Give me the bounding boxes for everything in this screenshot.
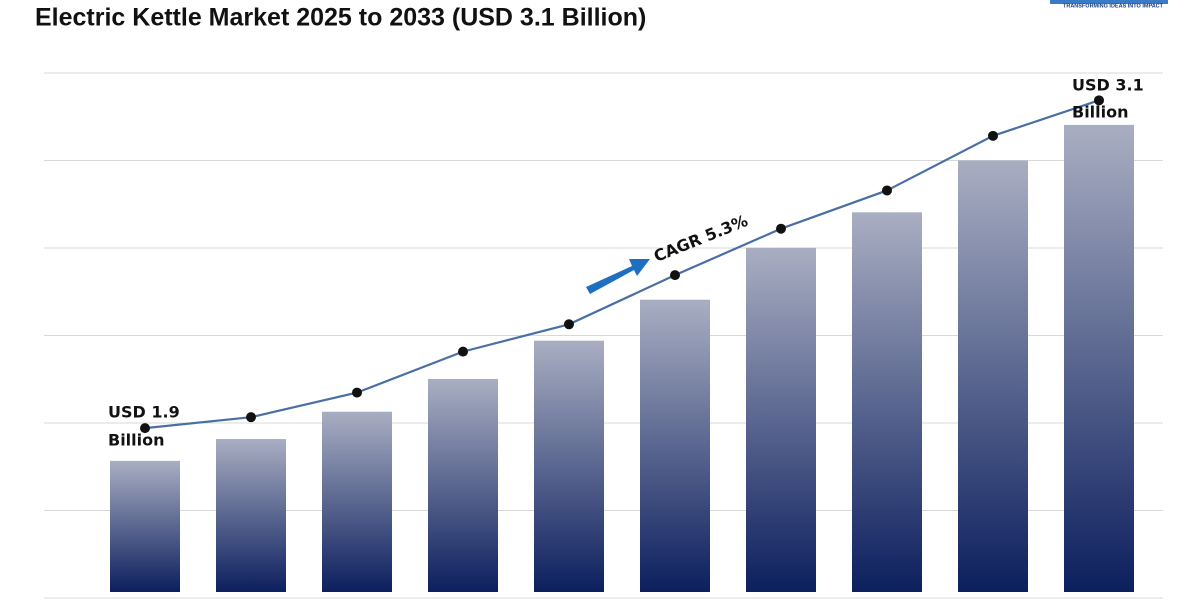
bar [110,460,180,592]
start-label: USD 1.9 [108,403,180,422]
trend-point [1094,95,1104,106]
start-label: Billion [108,431,165,450]
trend [140,95,1104,434]
trend-point [564,319,574,330]
trend-point [458,346,468,357]
bar [640,299,710,592]
trend-point [670,270,680,281]
end-label: USD 3.1 [1072,76,1144,95]
cagr-arrow [586,259,650,294]
logo-mark [1050,0,1168,4]
trend-point [776,223,786,234]
cagr-label: CAGR 5.3% [651,211,750,266]
bar [852,212,922,592]
end-label: Billion [1072,103,1129,122]
bar [746,247,816,593]
trend-point [246,412,256,423]
bar [1064,124,1134,593]
bars [110,124,1134,593]
bar [322,411,392,592]
trend-point [882,185,892,196]
trend-line [144,99,1100,430]
chart-title: Electric Kettle Market 2025 to 2033 (USD… [35,4,646,32]
trend-point [140,423,150,434]
bar [216,439,286,592]
bar [958,160,1028,592]
trend-point [988,130,998,141]
logo-tagline: TRANSFORMING IDEAS INTO IMPACT [1063,3,1164,9]
trend-point [352,387,362,398]
bar [428,378,498,592]
bar [534,340,604,592]
